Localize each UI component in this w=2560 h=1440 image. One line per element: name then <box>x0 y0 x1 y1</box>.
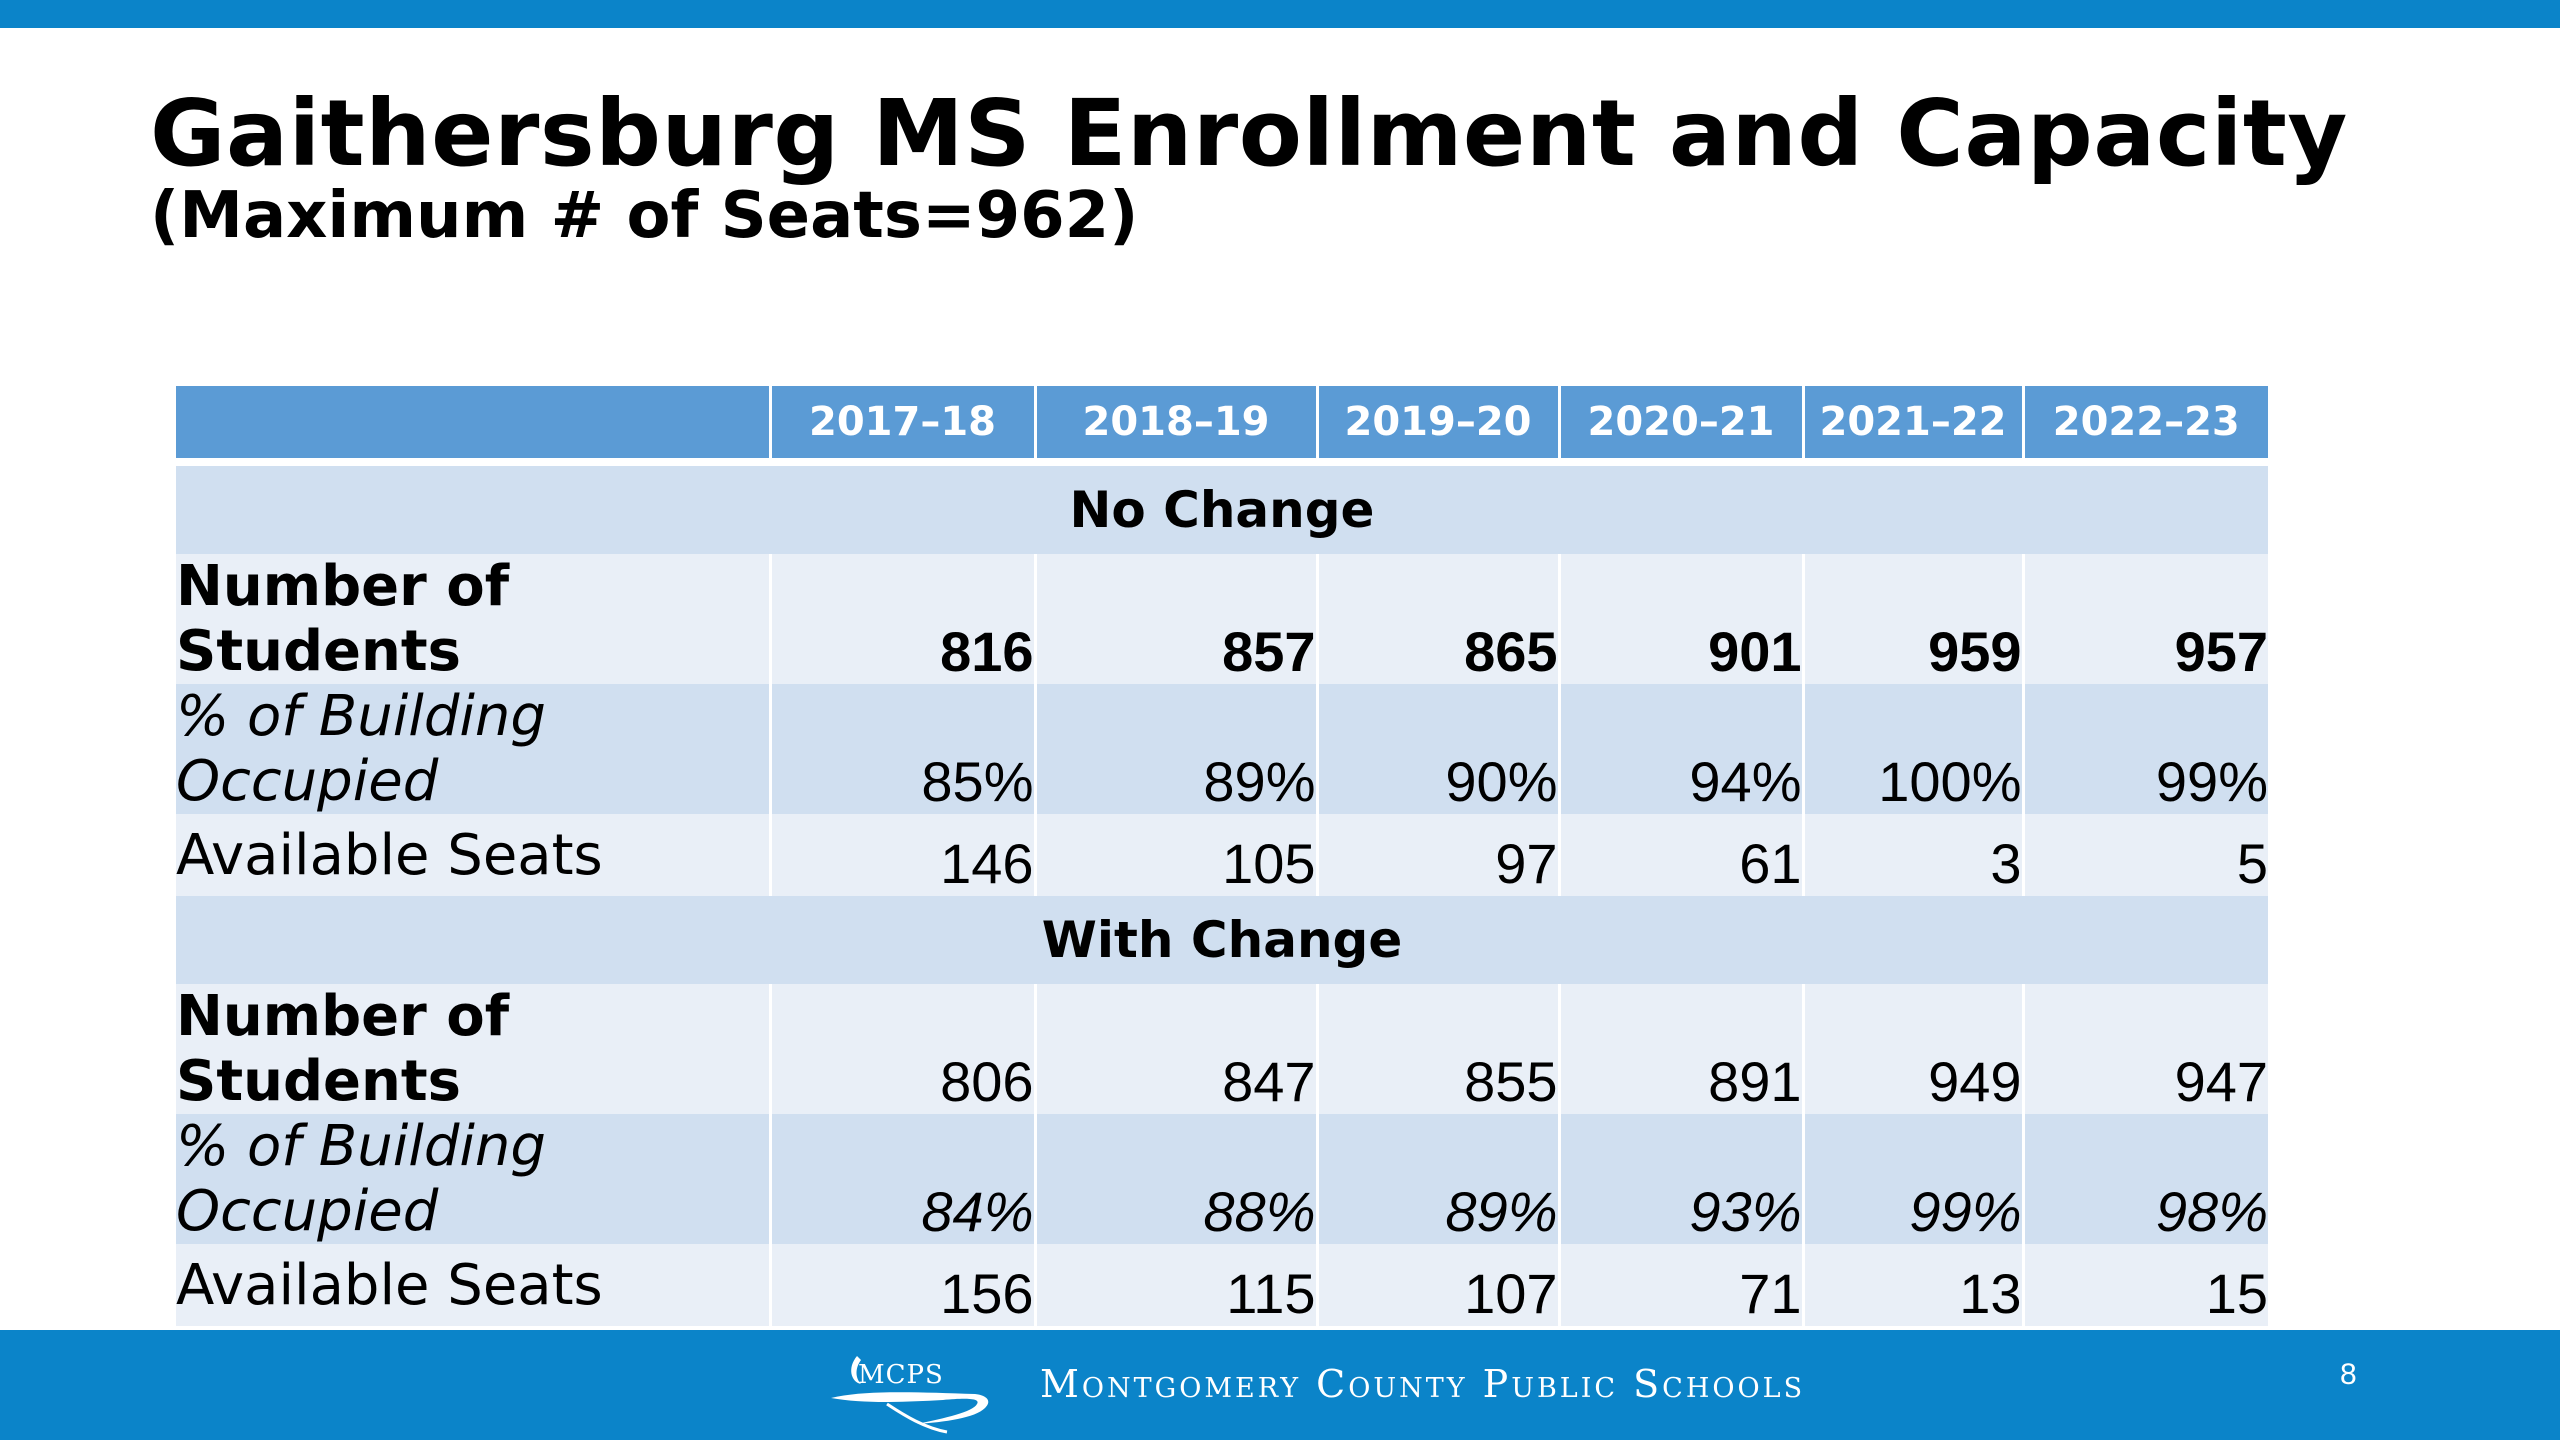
row-label: Number of Students <box>176 984 772 1114</box>
table-cell: 90% <box>1317 684 1561 814</box>
table-cell: 816 <box>770 554 1037 684</box>
table-cell: 156 <box>770 1244 1037 1326</box>
year-header: 2021–22 <box>1803 386 2025 462</box>
header-corner-cell <box>176 386 772 462</box>
table-cell: 5 <box>2023 814 2268 896</box>
table-cell: 947 <box>2023 984 2268 1114</box>
table-cell: 847 <box>1035 984 1319 1114</box>
table-cell: 13 <box>1803 1244 2025 1326</box>
table-cell: 93% <box>1559 1114 1805 1244</box>
table-cell: 855 <box>1317 984 1561 1114</box>
table-cell: 71 <box>1559 1244 1805 1326</box>
table-cell: 949 <box>1803 984 2025 1114</box>
table-cell: 89% <box>1035 684 1319 814</box>
table-row: Available Seats 156 115 107 71 13 15 <box>176 1244 2268 1326</box>
table-cell: 15 <box>2023 1244 2268 1326</box>
table-row: Number of Students 806 847 855 891 949 9… <box>176 984 2268 1114</box>
table-row: Number of Students 816 857 865 901 959 9… <box>176 554 2268 684</box>
section-heading-row: No Change <box>176 462 2268 554</box>
page-number: 8 <box>2340 1358 2357 1391</box>
table-row: % of Building Occupied 85% 89% 90% 94% 1… <box>176 684 2268 814</box>
year-header: 2022–23 <box>2023 386 2268 462</box>
row-label: Available Seats <box>176 1244 772 1326</box>
row-label: Number of Students <box>176 554 772 684</box>
row-label: Available Seats <box>176 814 772 896</box>
title-block: Gaithersburg MS Enrollment and Capacity … <box>150 80 2348 253</box>
table-cell: 865 <box>1317 554 1561 684</box>
table-cell: 85% <box>770 684 1037 814</box>
table-cell: 806 <box>770 984 1037 1114</box>
table-cell: 99% <box>1803 1114 2025 1244</box>
year-header: 2020–21 <box>1559 386 1805 462</box>
table-cell: 115 <box>1035 1244 1319 1326</box>
section-heading-row: With Change <box>176 896 2268 984</box>
year-header-row: 2017–18 2018–19 2019–20 2020–21 2021–22 … <box>176 386 2268 462</box>
table-cell: 61 <box>1559 814 1805 896</box>
table-cell: 3 <box>1803 814 2025 896</box>
year-header: 2018–19 <box>1035 386 1319 462</box>
table-cell: 891 <box>1559 984 1805 1114</box>
table-cell: 94% <box>1559 684 1805 814</box>
table-cell: 146 <box>770 814 1037 896</box>
table-cell: 105 <box>1035 814 1319 896</box>
table-cell: 857 <box>1035 554 1319 684</box>
organization-name: Montgomery County Public Schools <box>1040 1362 1806 1406</box>
table-cell: 901 <box>1559 554 1805 684</box>
table-cell: 84% <box>770 1114 1037 1244</box>
table-row: % of Building Occupied 84% 88% 89% 93% 9… <box>176 1114 2268 1244</box>
enrollment-table: 2017–18 2018–19 2019–20 2020–21 2021–22 … <box>176 386 2268 1326</box>
table-cell: 89% <box>1317 1114 1561 1244</box>
table-row: Available Seats 146 105 97 61 3 5 <box>176 814 2268 896</box>
slide-title: Gaithersburg MS Enrollment and Capacity <box>150 80 2348 187</box>
table-cell: 99% <box>2023 684 2268 814</box>
section-heading-no-change: No Change <box>176 462 2268 554</box>
footer-bar: MCPS Montgomery County Public Schools 8 <box>0 1330 2560 1440</box>
table-cell: 100% <box>1803 684 2025 814</box>
table-cell: 88% <box>1035 1114 1319 1244</box>
section-heading-with-change: With Change <box>176 896 2268 984</box>
mcps-logo-text: MCPS <box>858 1360 944 1390</box>
table-cell: 107 <box>1317 1244 1561 1326</box>
year-header: 2017–18 <box>770 386 1037 462</box>
top-accent-bar <box>0 0 2560 28</box>
table-cell: 957 <box>2023 554 2268 684</box>
table-cell: 97 <box>1317 814 1561 896</box>
table-cell: 98% <box>2023 1114 2268 1244</box>
row-label: % of Building Occupied <box>176 684 772 814</box>
mcps-logo-icon <box>831 1356 989 1434</box>
year-header: 2019–20 <box>1317 386 1561 462</box>
row-label: % of Building Occupied <box>176 1114 772 1244</box>
slide-subtitle: (Maximum # of Seats=962) <box>150 179 1139 253</box>
table-cell: 959 <box>1803 554 2025 684</box>
